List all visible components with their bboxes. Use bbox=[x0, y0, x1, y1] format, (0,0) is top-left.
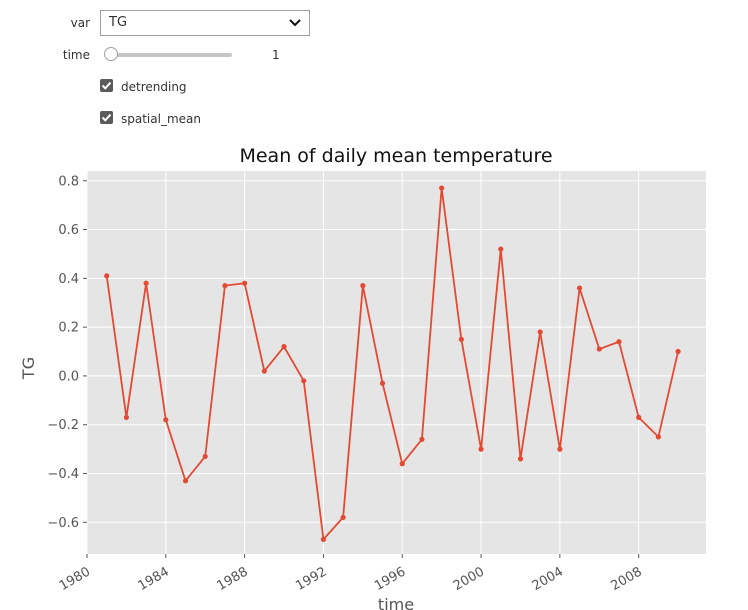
data-point bbox=[360, 283, 366, 289]
y-tick-label: −0.6 bbox=[47, 516, 79, 531]
y-tick-label: 0.0 bbox=[58, 369, 79, 384]
data-point bbox=[439, 185, 445, 191]
y-tick-label: −0.2 bbox=[47, 418, 79, 433]
chart-title: Mean of daily mean temperature bbox=[239, 145, 552, 167]
data-point bbox=[616, 339, 622, 345]
chevron-down-icon bbox=[287, 11, 303, 35]
data-point bbox=[182, 478, 189, 484]
var-label: var bbox=[70, 16, 90, 30]
data-point bbox=[261, 368, 267, 374]
y-axis: 0.8 0.6 0.4 0.2 0.0 −0.2 −0.4 −0.6 bbox=[47, 174, 87, 531]
time-slider[interactable] bbox=[104, 46, 232, 64]
y-tick-label: −0.4 bbox=[47, 467, 79, 482]
data-point bbox=[202, 453, 208, 460]
var-select-value: TG bbox=[109, 15, 128, 30]
grid bbox=[86, 171, 706, 554]
data-point bbox=[517, 456, 524, 462]
y-tick-label: 0.6 bbox=[58, 223, 79, 238]
detrending-label: detrending bbox=[121, 80, 187, 94]
y-axis-title: TG bbox=[19, 357, 38, 380]
data-point bbox=[557, 446, 563, 452]
plot-area bbox=[87, 171, 706, 554]
x-tick-label: 1980 bbox=[57, 564, 93, 594]
x-tick-label: 1996 bbox=[372, 564, 408, 594]
data-point bbox=[399, 461, 405, 467]
y-tick-label: 0.8 bbox=[58, 174, 79, 189]
time-value: 1 bbox=[272, 48, 280, 62]
data-point bbox=[143, 280, 149, 286]
data-point bbox=[419, 436, 425, 442]
data-point bbox=[320, 536, 327, 542]
x-tick-label: 2008 bbox=[609, 564, 645, 594]
data-point bbox=[596, 346, 602, 352]
y-tick-label: 0.2 bbox=[58, 321, 79, 336]
var-select[interactable]: TG bbox=[100, 10, 310, 36]
data-point bbox=[104, 273, 110, 279]
data-point bbox=[340, 514, 346, 521]
time-slider-handle[interactable] bbox=[104, 47, 118, 61]
x-tick-label: 1992 bbox=[293, 564, 329, 594]
data-point bbox=[478, 446, 484, 452]
data-point bbox=[636, 414, 642, 420]
x-tick-label: 2004 bbox=[530, 564, 566, 594]
data-point bbox=[655, 434, 661, 440]
data-point bbox=[379, 380, 386, 386]
data-point bbox=[498, 246, 504, 252]
series-line bbox=[104, 185, 681, 542]
time-label: time bbox=[62, 48, 90, 62]
x-tick-label: 1984 bbox=[136, 564, 172, 594]
x-axis: 1980 1984 1988 1992 1996 2000 2004 2008 bbox=[57, 554, 645, 594]
data-point bbox=[537, 329, 543, 335]
data-point bbox=[163, 417, 169, 423]
data-point bbox=[675, 348, 681, 355]
data-point bbox=[281, 344, 287, 350]
x-tick-label: 1988 bbox=[214, 564, 250, 594]
data-point bbox=[576, 285, 583, 291]
data-point bbox=[242, 280, 248, 286]
spatial-mean-label: spatial_mean bbox=[121, 112, 201, 126]
data-point bbox=[222, 283, 228, 289]
line-chart: Mean of daily mean temperature 0.8 0.6 0.4… bbox=[19, 145, 706, 610]
data-point bbox=[301, 378, 307, 384]
time-slider-track bbox=[108, 53, 232, 57]
data-point bbox=[458, 336, 464, 342]
series-path bbox=[105, 187, 679, 541]
spatial-mean-checkbox[interactable] bbox=[100, 111, 113, 124]
x-tick-label: 2000 bbox=[451, 564, 487, 594]
detrending-checkbox[interactable] bbox=[100, 79, 113, 92]
data-point bbox=[123, 414, 130, 420]
x-axis-title: time bbox=[378, 595, 414, 610]
y-tick-label: 0.4 bbox=[58, 272, 79, 287]
